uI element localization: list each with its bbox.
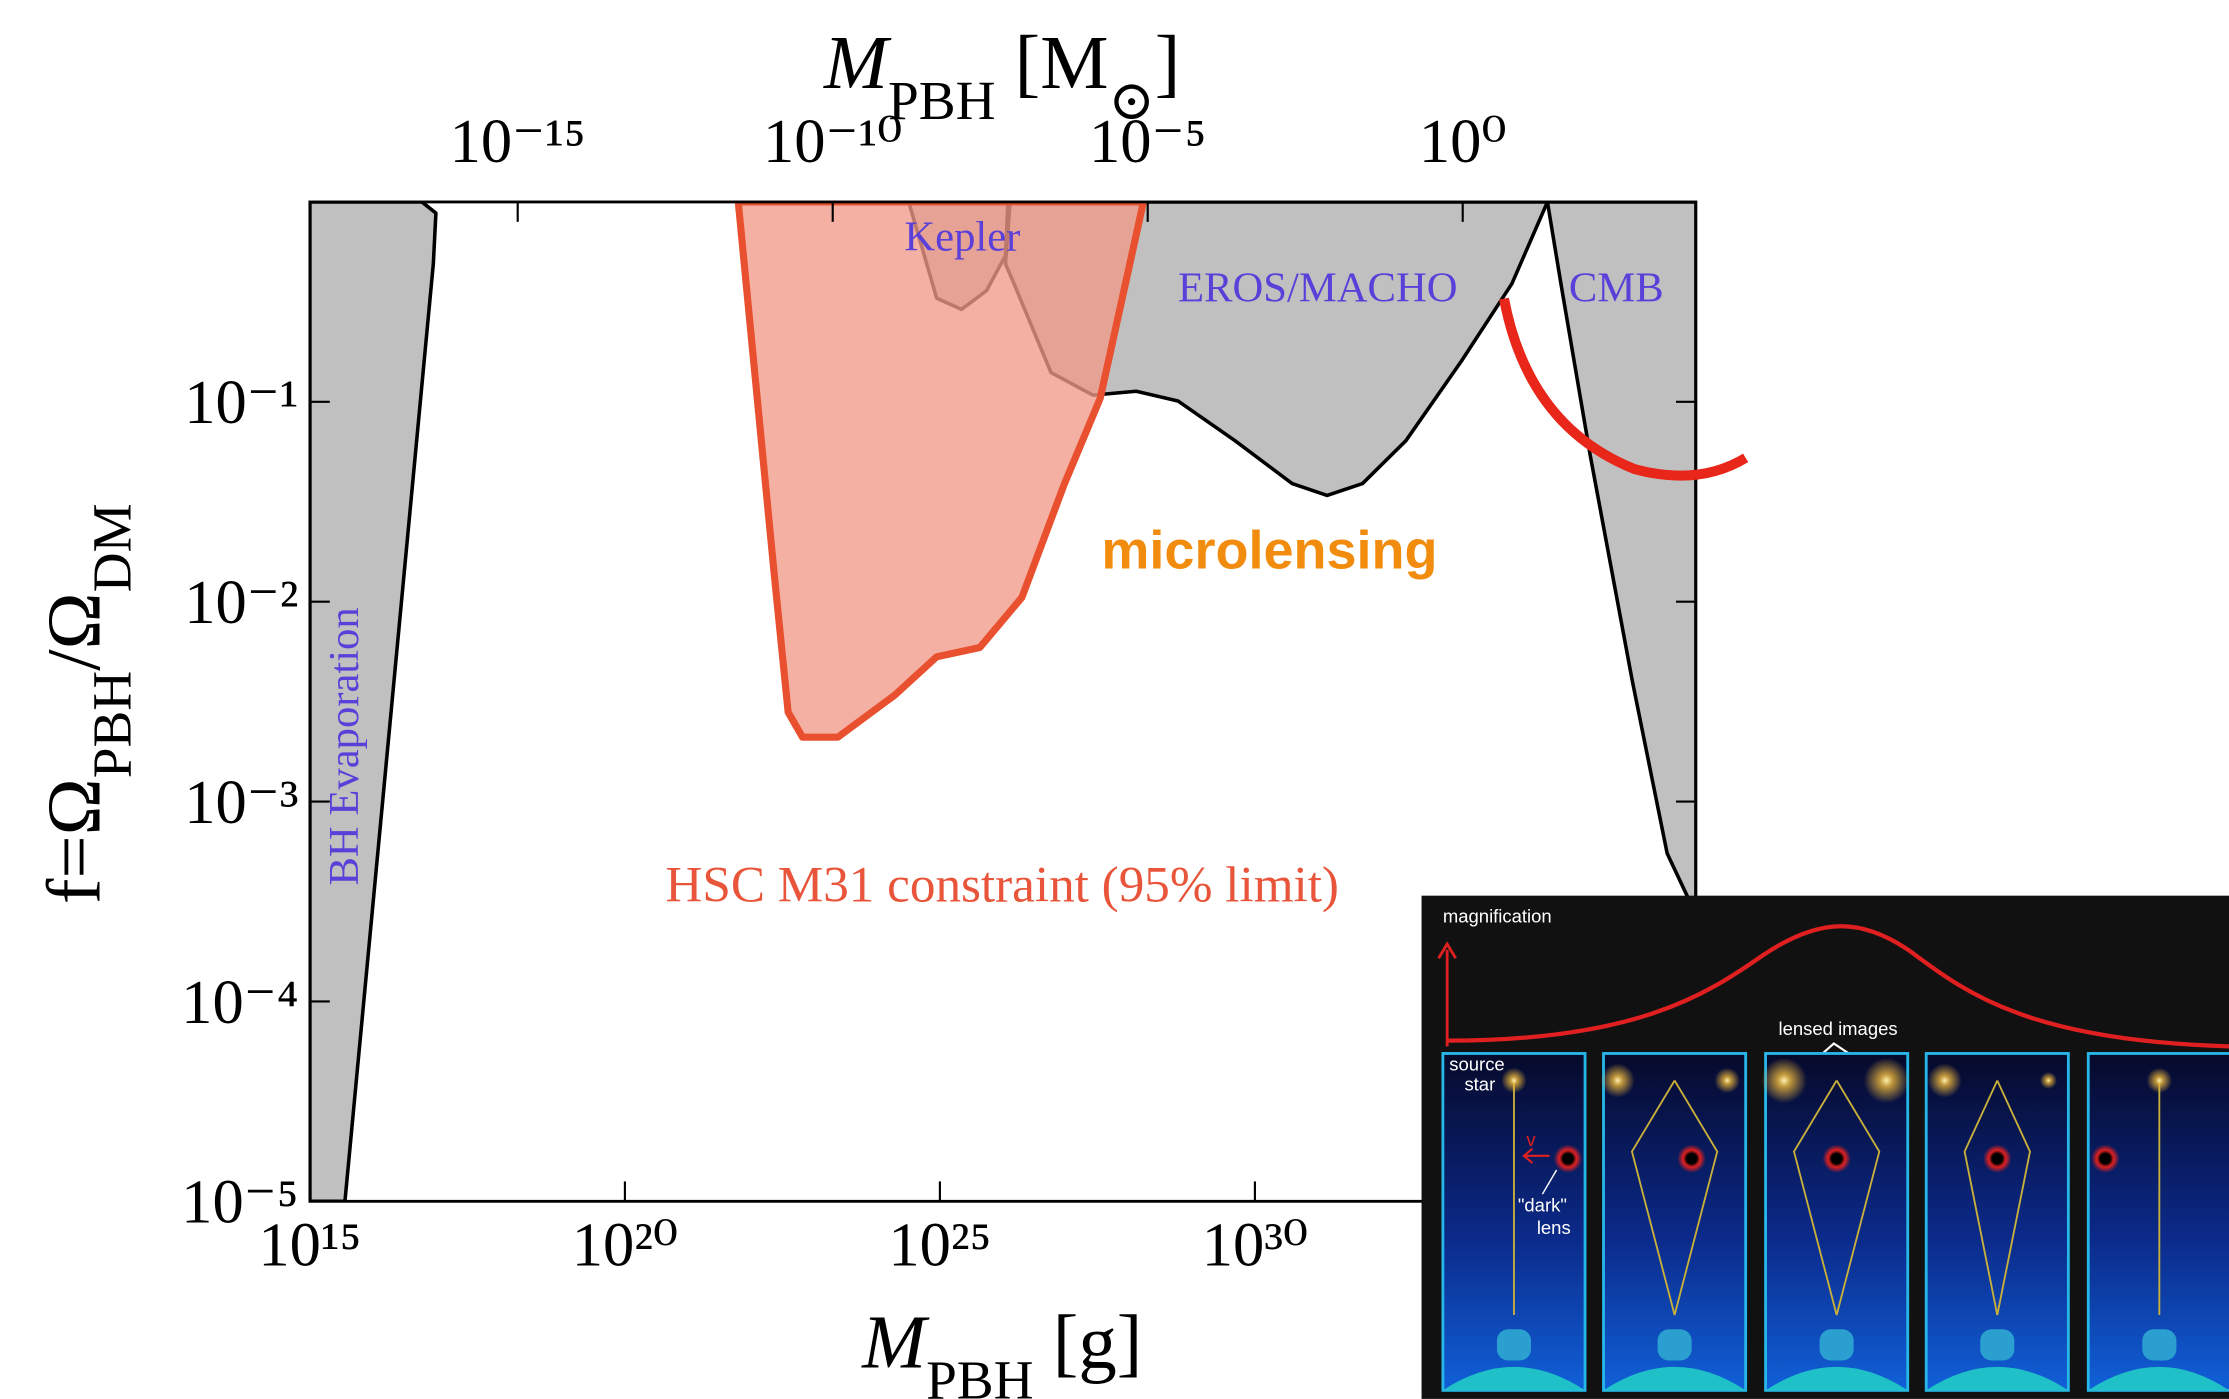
title-part: [M bbox=[995, 20, 1108, 105]
y-tick-label: 10⁻² bbox=[184, 567, 298, 637]
inset-label: source bbox=[1449, 1054, 1504, 1075]
region-label: HSC M31 constraint (95% limit) bbox=[665, 856, 1339, 913]
inset-label: lensed images bbox=[1779, 1018, 1898, 1039]
inset-label: "dark" bbox=[1518, 1194, 1567, 1215]
page: 10¹⁵10²⁰10²⁵10³⁰10³⁵10⁻¹⁵10⁻¹⁰10⁻⁵10⁰10⁻… bbox=[0, 0, 2229, 1399]
x2-tick-label: 10⁻¹⁵ bbox=[450, 106, 586, 176]
title-part: M bbox=[823, 20, 892, 105]
region-label: CMB bbox=[1569, 264, 1664, 311]
title-part: [g] bbox=[1034, 1300, 1143, 1385]
title-part: DM bbox=[81, 503, 142, 592]
title-part: PBH bbox=[81, 671, 142, 779]
inset-label: magnification bbox=[1443, 906, 1552, 927]
title-part: PBH bbox=[888, 70, 996, 131]
y-tick-label: 10⁻³ bbox=[184, 767, 298, 837]
inset-label: v bbox=[1526, 1129, 1536, 1150]
x-tick-label: 10³⁰ bbox=[1202, 1209, 1308, 1279]
y-tick-label: 10⁻⁴ bbox=[181, 967, 298, 1037]
region-label: Kepler bbox=[904, 213, 1020, 260]
inset-label: star bbox=[1464, 1073, 1495, 1094]
inset-label: lens bbox=[1537, 1217, 1571, 1238]
x-axis-title: MPBH [g] bbox=[861, 1300, 1142, 1399]
x-tick-label: 10²⁰ bbox=[572, 1209, 678, 1279]
annotation: microlensing bbox=[1101, 521, 1437, 581]
region-label: BH Evaporation bbox=[321, 607, 368, 885]
x2-tick-label: 10⁰ bbox=[1419, 106, 1507, 176]
title-part: M bbox=[861, 1300, 930, 1385]
y-axis-title: f=ΩPBH/ΩDM bbox=[32, 503, 143, 904]
region-label: EROS/MACHO bbox=[1178, 264, 1457, 311]
title-part: /Ω bbox=[32, 592, 117, 670]
inset: magnification lensed images bbox=[1422, 896, 2229, 1399]
y-tick-label: 10⁻⁵ bbox=[181, 1167, 298, 1237]
y-tick-label: 10⁻¹ bbox=[184, 367, 298, 437]
x2-tick-label: 10⁻¹⁰ bbox=[763, 106, 902, 176]
exclusion-region bbox=[738, 202, 1143, 737]
title-part: f=Ω bbox=[32, 778, 117, 904]
x-tick-label: 10²⁵ bbox=[888, 1209, 991, 1279]
title-part: ] bbox=[1155, 20, 1181, 105]
title-part: PBH bbox=[926, 1349, 1034, 1399]
title-part: ⊙ bbox=[1108, 70, 1154, 131]
